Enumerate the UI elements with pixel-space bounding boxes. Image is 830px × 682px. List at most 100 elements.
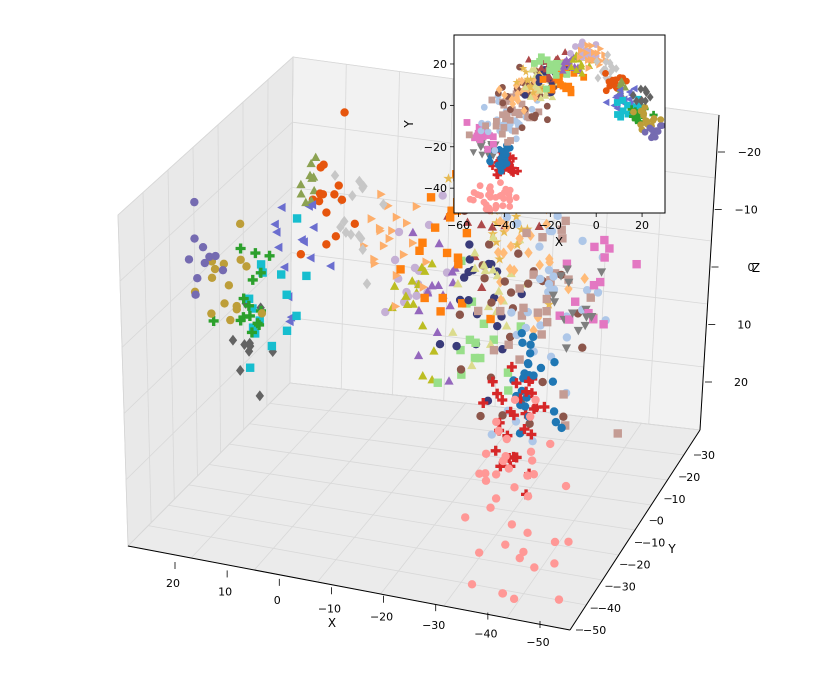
- floor-grid-line: [229, 443, 652, 506]
- inset-data-point: [557, 60, 565, 67]
- data-point: [198, 242, 208, 252]
- data-point: [207, 273, 217, 283]
- inset-data-point: [583, 49, 591, 57]
- data-point: [495, 461, 506, 472]
- left-grid-line: [142, 192, 152, 523]
- data-point: [248, 304, 257, 313]
- data-point: [264, 250, 275, 261]
- inset-data-point: [489, 152, 497, 160]
- inset-data-point: [508, 94, 516, 104]
- left-grid-line: [167, 169, 175, 500]
- data-point: [433, 378, 442, 387]
- inset-data-point: [523, 76, 532, 85]
- data-point: [550, 537, 560, 547]
- data-point: [255, 267, 266, 278]
- inset-data-point: [548, 84, 556, 92]
- inset-data-point: [576, 53, 584, 61]
- inset-y-tick-label: 20: [433, 58, 447, 71]
- inset-data-point: [553, 59, 560, 67]
- data-point: [529, 470, 539, 479]
- data-point: [279, 262, 289, 272]
- data-point: [593, 288, 603, 297]
- data-point: [520, 408, 531, 419]
- data-point: [529, 371, 538, 380]
- inset-data-point: [658, 122, 666, 130]
- data-point: [554, 595, 564, 604]
- data-point: [274, 242, 283, 252]
- inset-data-point: [638, 95, 646, 105]
- inset-data-point: [630, 108, 637, 116]
- inset-data-point: [630, 84, 638, 93]
- x-tick-label: 0: [274, 594, 281, 607]
- inset-data-point: [624, 101, 631, 109]
- inset-data-point: [533, 83, 541, 91]
- data-point: [491, 470, 501, 479]
- data-point: [543, 299, 555, 309]
- inset-data-point: [512, 194, 520, 201]
- data-point: [193, 274, 202, 283]
- inset-data-point: [490, 140, 497, 148]
- data-point: [236, 364, 245, 376]
- z-tick-label: −20: [738, 146, 761, 159]
- data-point: [549, 272, 558, 281]
- data-point: [461, 513, 470, 522]
- data-point: [455, 310, 465, 319]
- data-point: [435, 339, 445, 349]
- inset-data-point: [492, 122, 500, 130]
- data-point: [297, 235, 306, 245]
- inset-data-point: [629, 90, 637, 100]
- inset-data-point: [478, 151, 486, 159]
- data-point: [493, 321, 502, 331]
- inset-data-point: [497, 160, 505, 168]
- inset-data-point: [501, 150, 509, 158]
- data-point: [518, 338, 527, 348]
- data-point: [586, 313, 597, 322]
- data-point: [379, 198, 388, 210]
- data-point: [533, 308, 543, 317]
- data-point: [207, 309, 216, 318]
- inset-data-point: [484, 145, 492, 153]
- data-point: [470, 263, 480, 272]
- data-point: [511, 378, 522, 389]
- data-point: [334, 181, 343, 190]
- inset-data-point: [562, 56, 571, 63]
- data-point: [523, 492, 533, 501]
- back-grid-line: [291, 187, 712, 242]
- data-point: [549, 285, 559, 294]
- data-point: [526, 388, 537, 399]
- left-grid-line: [119, 121, 293, 282]
- inset-data-point: [536, 57, 544, 65]
- inset-data-point: [552, 71, 560, 79]
- data-point: [504, 386, 513, 395]
- data-point: [487, 259, 496, 269]
- inset-data-point: [498, 130, 506, 138]
- data-point: [560, 421, 570, 430]
- data-point: [184, 255, 194, 264]
- data-point: [434, 238, 444, 248]
- data-point: [492, 388, 503, 399]
- data-point: [519, 303, 528, 313]
- inset-data-point: [546, 67, 553, 74]
- floor-grid-line: [148, 525, 587, 606]
- inset-data-point: [505, 152, 515, 161]
- inset-y-tick-label: −20: [424, 141, 447, 154]
- data-point: [407, 276, 417, 285]
- inset-data-point: [512, 78, 521, 86]
- inset-data-point: [585, 56, 592, 65]
- inset-data-point: [471, 134, 478, 142]
- inset-data-point: [499, 111, 506, 119]
- inset-data-point: [495, 85, 503, 94]
- inset-data-point: [486, 158, 494, 166]
- inset-data-point: [570, 69, 578, 77]
- data-point: [330, 190, 339, 199]
- data-point: [246, 327, 257, 338]
- data-point: [550, 357, 559, 367]
- data-point: [457, 299, 467, 308]
- data-point: [537, 330, 546, 339]
- data-point: [559, 412, 568, 421]
- inset-data-point: [567, 89, 575, 97]
- inset-data-point: [637, 104, 644, 111]
- data-point: [513, 219, 522, 228]
- data-point: [613, 429, 622, 438]
